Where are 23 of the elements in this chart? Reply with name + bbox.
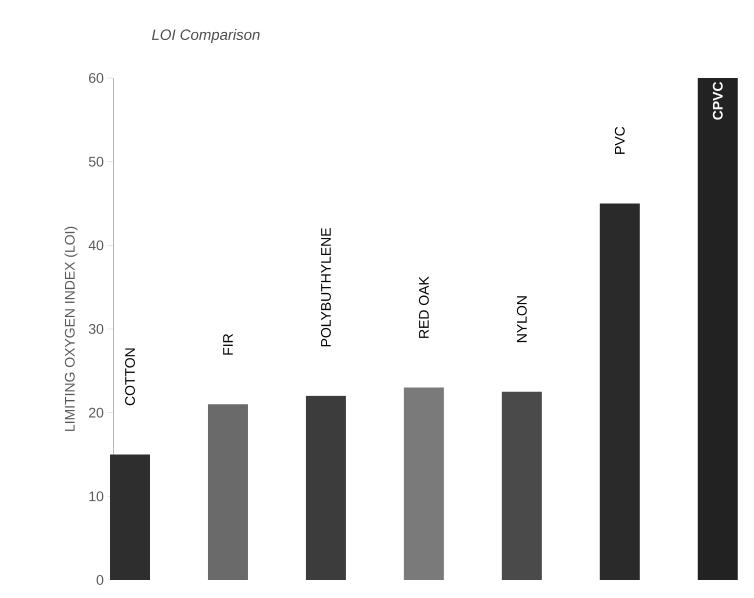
x-tick-label: NYLON <box>516 296 527 342</box>
x-tick-label: COTTON <box>125 348 135 406</box>
y-tick-label: 50 <box>88 156 104 167</box>
bar <box>698 78 738 580</box>
y-tick-label: 20 <box>89 408 104 418</box>
bar <box>110 454 150 580</box>
x-tick-label: POLYBUTHYLENE <box>320 228 331 346</box>
x-tick-label: CPVC <box>712 82 723 120</box>
bar <box>502 392 542 580</box>
y-tick-label: 60 <box>89 73 104 83</box>
chart-title: LOI Comparison <box>152 29 260 43</box>
bar <box>208 404 248 580</box>
x-tick-label: PVC <box>614 126 625 154</box>
y-axis-title: LIMITING OXYGEN INDEX (LOI) <box>64 226 78 431</box>
x-tick-label: FIR <box>223 334 233 355</box>
y-tick-label: 10 <box>89 491 104 502</box>
y-tick-label: 0 <box>96 575 104 585</box>
y-tick-label: 40 <box>88 240 104 250</box>
bar <box>600 203 640 580</box>
x-tick-label: RED OAK <box>418 276 429 338</box>
bar <box>404 388 444 580</box>
bar <box>306 396 346 580</box>
y-tick-label: 30 <box>88 324 104 334</box>
